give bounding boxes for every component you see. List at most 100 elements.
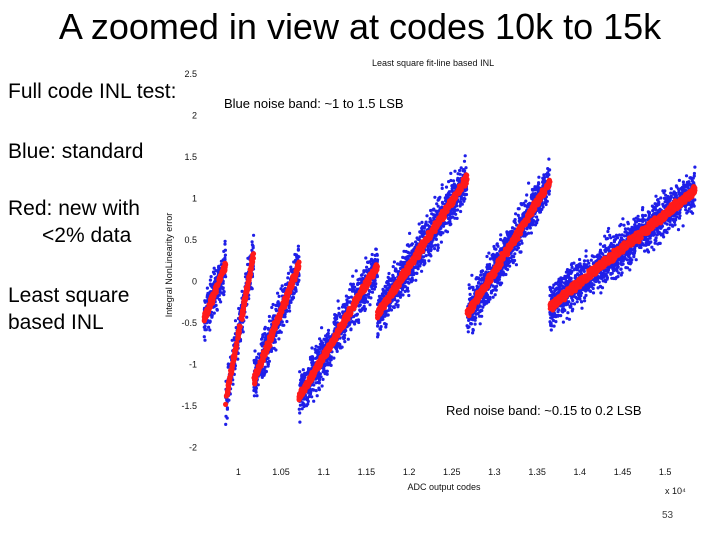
data-point-standard [368, 303, 372, 307]
data-point-standard [298, 420, 302, 424]
data-point-standard [487, 251, 491, 255]
data-point-standard [279, 320, 283, 324]
data-point-standard [317, 386, 321, 390]
data-point-standard [349, 328, 353, 332]
data-point-standard [464, 192, 469, 197]
data-point-standard [246, 256, 250, 260]
data-point-standard [676, 187, 681, 191]
data-point-standard [566, 311, 570, 315]
data-point-standard [530, 197, 534, 201]
data-point-standard [314, 389, 318, 393]
data-point-standard [631, 227, 635, 231]
data-point-standard [691, 211, 695, 215]
data-point-standard [649, 240, 653, 244]
data-point-standard [656, 198, 660, 202]
data-point-standard [516, 207, 520, 211]
data-point-standard [567, 317, 572, 321]
data-point-standard [550, 293, 555, 297]
data-point-standard [438, 232, 442, 236]
data-point-standard [263, 325, 267, 329]
data-point-standard [423, 261, 427, 265]
data-point-standard [336, 299, 340, 303]
data-point-standard [426, 223, 430, 227]
x-tick-label: 1 [236, 467, 241, 477]
data-point-standard [420, 220, 424, 224]
bullet-red-new: Red: new with [8, 197, 140, 220]
data-point-standard [262, 371, 266, 375]
data-point-standard [499, 233, 503, 237]
data-point-standard [444, 185, 449, 189]
data-point-standard [391, 305, 395, 309]
data-point-standard [491, 295, 495, 299]
y-tick-label: 0 [192, 277, 197, 287]
data-point-standard [337, 311, 341, 315]
data-point-standard [203, 338, 207, 342]
data-point-standard [244, 272, 248, 276]
data-point-standard [669, 195, 673, 199]
data-point-standard [324, 362, 328, 366]
data-point-standard [591, 291, 596, 295]
data-point-standard [569, 304, 573, 308]
data-point-standard [329, 363, 333, 367]
data-point-standard [486, 295, 490, 300]
data-point-standard [693, 198, 697, 202]
x-tick-label: 1.45 [614, 467, 632, 477]
data-point-standard [222, 249, 226, 253]
data-point-standard [450, 184, 454, 188]
data-point-standard [492, 258, 496, 262]
data-point-standard [212, 311, 216, 315]
data-point-standard [443, 196, 447, 200]
data-point-standard [346, 337, 350, 341]
data-point-standard [348, 288, 352, 292]
data-point-standard [672, 218, 676, 222]
data-point-standard [372, 259, 376, 264]
data-point-standard [537, 182, 541, 186]
data-point-standard [326, 331, 330, 336]
data-point-standard [383, 322, 387, 326]
data-point-standard [277, 337, 281, 341]
data-point-standard [604, 237, 608, 241]
data-point-standard [358, 308, 362, 312]
data-point-standard [325, 372, 329, 376]
data-point-standard [619, 222, 623, 227]
data-point-standard [529, 231, 534, 235]
data-point-standard [322, 367, 326, 371]
data-point-standard [354, 313, 359, 317]
data-point-standard [274, 348, 278, 352]
data-point-standard [626, 220, 630, 224]
data-point-standard [428, 252, 432, 257]
data-point-standard [609, 236, 613, 240]
data-point-standard [476, 281, 481, 285]
data-point-standard [369, 257, 374, 261]
data-point-standard [367, 295, 371, 299]
data-point-standard [557, 308, 561, 312]
data-point-standard [561, 320, 566, 324]
data-point-standard [530, 223, 534, 227]
data-point-standard [351, 274, 355, 278]
data-point-standard [370, 252, 374, 257]
y-tick-label: 2.5 [184, 69, 197, 79]
data-point-standard [394, 269, 398, 273]
data-point-standard [661, 202, 665, 206]
data-point-standard [677, 216, 682, 220]
data-point-standard [202, 325, 206, 329]
data-point-standard [601, 279, 605, 283]
data-point-standard [456, 172, 460, 176]
y-tick-label: 1 [192, 194, 197, 204]
data-point-standard [547, 157, 551, 161]
x-tick-label: 1.3 [488, 467, 501, 477]
data-point-standard [286, 276, 290, 280]
data-point-standard [407, 254, 411, 258]
data-point-standard [279, 287, 283, 291]
data-point-standard [626, 227, 630, 231]
y-tick-label: -1 [189, 360, 197, 370]
data-point-standard [504, 264, 508, 268]
data-point-standard [373, 284, 377, 288]
data-point-standard [335, 314, 339, 318]
data-point-standard [657, 202, 661, 206]
data-point-standard [584, 254, 588, 258]
data-point-standard [589, 258, 593, 262]
data-point-standard [682, 183, 686, 187]
data-point-standard [433, 247, 437, 251]
data-point-standard [458, 168, 462, 173]
